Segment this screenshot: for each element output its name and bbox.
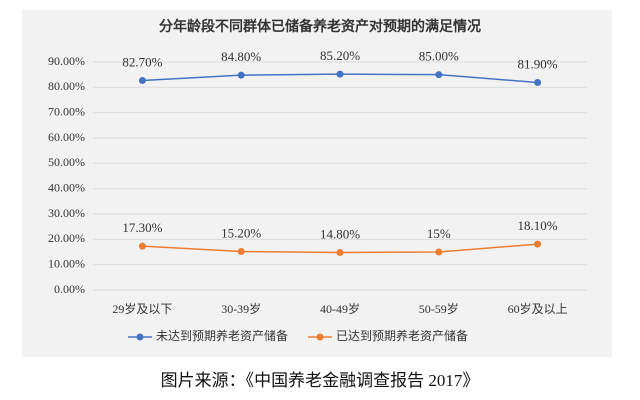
legend-label: 未达到预期养老资产储备: [156, 328, 288, 343]
data-point: [237, 71, 245, 79]
data-label: 85.00%: [419, 49, 459, 64]
legend-label: 已达到预期养老资产储备: [336, 328, 468, 343]
chart-title: 分年龄段不同群体已储备养老资产对预期的满足情况: [159, 18, 481, 35]
y-tick-label: 0.00%: [54, 282, 85, 296]
y-tick-label: 40.00%: [48, 180, 85, 194]
y-tick-label: 60.00%: [48, 130, 85, 144]
data-point: [336, 249, 344, 257]
legend-marker: [136, 333, 144, 341]
chart-background: [22, 10, 612, 357]
data-label: 15%: [427, 226, 451, 241]
x-tick-label: 29岁及以下: [112, 301, 172, 316]
data-label: 17.30%: [122, 220, 162, 235]
legend-marker: [316, 333, 324, 341]
data-point: [138, 242, 146, 250]
caption: 图片来源：《中国养老金融调查报告 2017》: [161, 371, 480, 390]
data-label: 85.20%: [320, 48, 360, 63]
y-tick-label: 50.00%: [48, 155, 85, 169]
y-tick-label: 20.00%: [48, 231, 85, 245]
data-label: 15.20%: [221, 225, 261, 240]
data-point: [237, 247, 245, 255]
data-point: [435, 71, 443, 79]
data-point: [534, 240, 542, 248]
data-label: 18.10%: [518, 218, 558, 233]
data-label: 84.80%: [221, 49, 261, 64]
y-tick-label: 70.00%: [48, 104, 85, 118]
data-point: [336, 70, 344, 78]
y-tick-label: 10.00%: [48, 256, 85, 270]
data-label: 14.80%: [320, 226, 360, 241]
data-label: 82.70%: [122, 54, 162, 69]
y-tick-label: 90.00%: [48, 54, 85, 68]
y-tick-label: 30.00%: [48, 206, 85, 220]
y-tick-label: 80.00%: [48, 79, 85, 93]
data-point: [534, 79, 542, 87]
data-label: 81.90%: [518, 57, 558, 72]
x-tick-label: 60岁及以上: [508, 301, 568, 316]
x-tick-label: 30-39岁: [221, 301, 261, 316]
x-tick-label: 40-49岁: [320, 301, 360, 316]
data-point: [435, 248, 443, 256]
x-tick-label: 50-59岁: [419, 301, 459, 316]
data-point: [138, 76, 146, 84]
